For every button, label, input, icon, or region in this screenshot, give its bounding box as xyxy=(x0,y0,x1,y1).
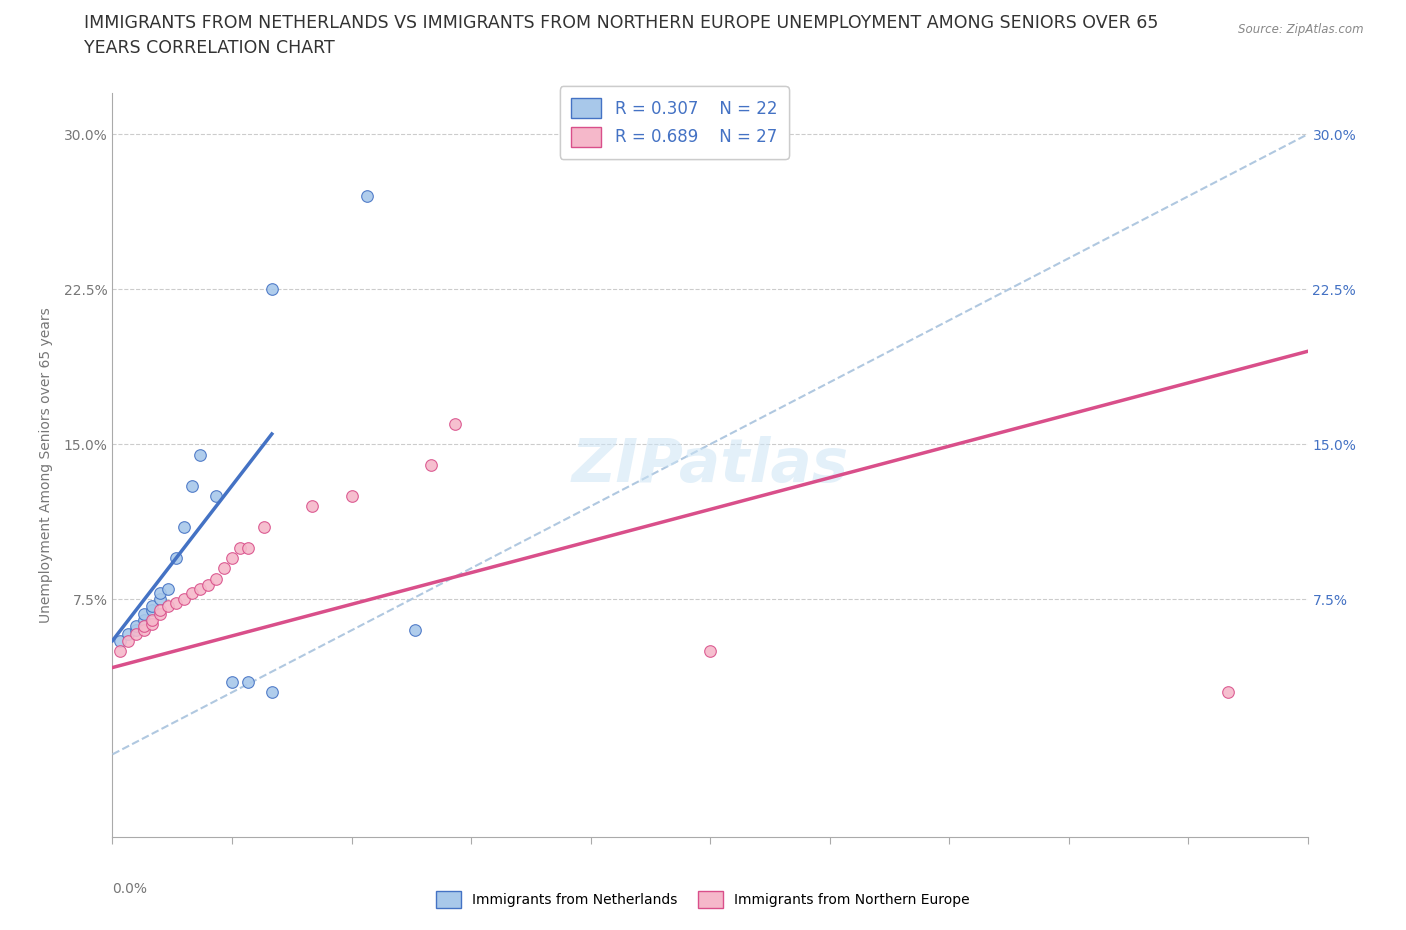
Point xyxy=(181,586,204,601)
Point xyxy=(134,613,156,628)
Point xyxy=(149,603,172,618)
Y-axis label: Unemployment Among Seniors over 65 years: Unemployment Among Seniors over 65 years xyxy=(38,307,52,623)
Text: YEARS CORRELATION CHART: YEARS CORRELATION CHART xyxy=(84,39,335,57)
Point xyxy=(188,581,211,596)
Point xyxy=(221,674,243,689)
Point xyxy=(444,417,467,432)
Point xyxy=(236,540,259,555)
Point xyxy=(141,613,163,628)
Point xyxy=(125,627,148,642)
Legend: R = 0.307    N = 22, R = 0.689    N = 27: R = 0.307 N = 22, R = 0.689 N = 27 xyxy=(560,86,789,159)
Point xyxy=(157,598,180,613)
Point xyxy=(134,623,156,638)
Point xyxy=(188,447,211,462)
Point xyxy=(212,561,235,576)
Point xyxy=(1216,684,1239,699)
Point xyxy=(165,551,187,565)
Point xyxy=(173,591,195,606)
Point xyxy=(173,520,195,535)
Point xyxy=(221,551,243,565)
Point xyxy=(301,498,323,513)
Point xyxy=(197,578,219,592)
Point xyxy=(205,571,228,586)
Text: Source: ZipAtlas.com: Source: ZipAtlas.com xyxy=(1239,23,1364,36)
Point xyxy=(340,488,363,503)
Point xyxy=(253,520,276,535)
Point xyxy=(141,603,163,618)
Point xyxy=(149,606,172,621)
Point xyxy=(181,478,204,493)
Point xyxy=(404,623,426,638)
Point xyxy=(229,540,252,555)
Point xyxy=(157,581,180,596)
Point xyxy=(165,596,187,611)
Point xyxy=(110,633,132,648)
Point xyxy=(356,189,378,204)
Point xyxy=(141,617,163,631)
Point xyxy=(125,623,148,638)
Point xyxy=(149,591,172,606)
Text: IMMIGRANTS FROM NETHERLANDS VS IMMIGRANTS FROM NORTHERN EUROPE UNEMPLOYMENT AMON: IMMIGRANTS FROM NETHERLANDS VS IMMIGRANT… xyxy=(84,14,1159,32)
Point xyxy=(260,282,283,297)
Point xyxy=(205,488,228,503)
Point xyxy=(141,598,163,613)
Point xyxy=(149,586,172,601)
Point xyxy=(134,618,156,633)
Point xyxy=(134,606,156,621)
Point xyxy=(117,627,139,642)
Point xyxy=(699,644,721,658)
Point xyxy=(110,644,132,658)
Point xyxy=(236,674,259,689)
Legend: Immigrants from Netherlands, Immigrants from Northern Europe: Immigrants from Netherlands, Immigrants … xyxy=(430,885,976,914)
Text: 0.0%: 0.0% xyxy=(112,882,148,896)
Point xyxy=(420,458,443,472)
Point xyxy=(125,618,148,633)
Text: ZIPatlas: ZIPatlas xyxy=(571,435,849,495)
Point xyxy=(260,684,283,699)
Point xyxy=(117,633,139,648)
